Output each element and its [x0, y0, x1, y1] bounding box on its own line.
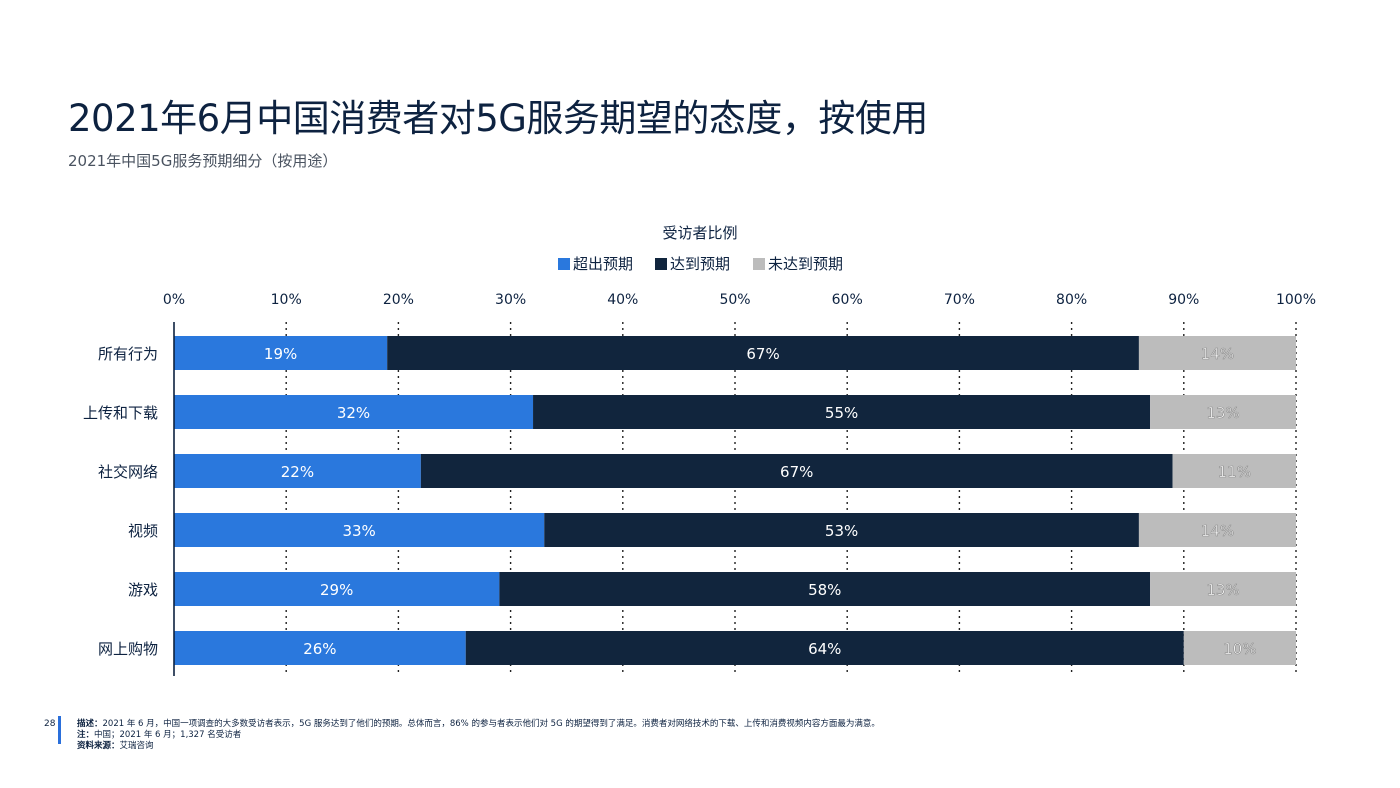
bar-segment [544, 513, 1139, 547]
data-label: 53% [825, 522, 858, 540]
bar-segment [420, 454, 1173, 488]
data-label: 14% [1201, 345, 1234, 363]
bar-segment [1138, 336, 1296, 370]
page-subtitle: 2021年中国5G服务预期细分（按用途） [68, 152, 338, 170]
bar-segment [174, 513, 545, 547]
x-tick-label: 80% [1056, 292, 1087, 308]
category-label: 网上购物 [98, 640, 158, 658]
legend-swatch-3 [753, 258, 765, 270]
data-label: 22% [281, 463, 314, 481]
bar-segment [1150, 395, 1296, 429]
legend-label-1: 超出预期 [573, 255, 633, 273]
bar-segment [174, 631, 466, 665]
bar-segment [1150, 572, 1296, 606]
x-tick-label: 10% [271, 292, 302, 308]
x-tick-label: 100% [1276, 292, 1316, 308]
x-tick-label: 60% [832, 292, 863, 308]
x-tick-label: 30% [495, 292, 526, 308]
x-tick-label: 40% [607, 292, 638, 308]
data-label: 26% [303, 640, 336, 658]
x-tick-label: 20% [383, 292, 414, 308]
bar-segment [1138, 513, 1296, 547]
bar-segment [1183, 631, 1296, 665]
bar-segment [465, 631, 1184, 665]
data-label: 33% [342, 522, 375, 540]
bar-segment [1172, 454, 1296, 488]
legend-swatch-1 [558, 258, 570, 270]
data-label: 32% [337, 404, 370, 422]
data-label: 19% [264, 345, 297, 363]
category-label: 视频 [128, 522, 158, 540]
data-label: 29% [320, 581, 353, 599]
bar-segment [387, 336, 1139, 370]
category-label: 游戏 [128, 581, 158, 599]
data-label: 67% [746, 345, 779, 363]
legend-label-3: 未达到预期 [768, 255, 843, 273]
footnote-description: 描述：2021 年 6 月，中国一项调查的大多数受访者表示，5G 服务达到了他们… [77, 719, 880, 729]
x-tick-label: 70% [944, 292, 975, 308]
footnote-source: 资料来源：艾瑞咨询 [77, 741, 154, 751]
bar-segment [533, 395, 1151, 429]
footnote-note: 注：中国；2021 年 6 月；1,327 名受访者 [77, 730, 242, 740]
data-label: 10% [1223, 640, 1256, 658]
bar-segment [174, 395, 534, 429]
data-label: 13% [1206, 404, 1239, 422]
legend-label-2: 达到预期 [670, 255, 730, 273]
x-tick-label: 0% [163, 292, 185, 308]
bar-segment [499, 572, 1151, 606]
category-label: 上传和下载 [83, 404, 158, 422]
x-tick-label: 90% [1168, 292, 1199, 308]
legend-swatch-2 [655, 258, 667, 270]
footer-accent-bar [58, 716, 61, 744]
data-label: 55% [825, 404, 858, 422]
data-label: 13% [1206, 581, 1239, 599]
data-label: 67% [780, 463, 813, 481]
bar-segment [174, 572, 500, 606]
data-label: 14% [1201, 522, 1234, 540]
category-label: 社交网络 [98, 463, 158, 481]
page-title: 2021年6月中国消费者对5G服务期望的态度，按使用 [68, 97, 928, 140]
data-label: 58% [808, 581, 841, 599]
data-label: 11% [1218, 463, 1251, 481]
chart-title: 受访者比例 [662, 224, 737, 242]
category-label: 所有行为 [98, 345, 158, 363]
footnotes: 描述：2021 年 6 月，中国一项调查的大多数受访者表示，5G 服务达到了他们… [77, 719, 880, 752]
x-tick-label: 50% [719, 292, 750, 308]
bar-segment [174, 454, 421, 488]
bar-segment [174, 336, 388, 370]
page-number: 28 [44, 719, 56, 729]
data-label: 64% [808, 640, 841, 658]
